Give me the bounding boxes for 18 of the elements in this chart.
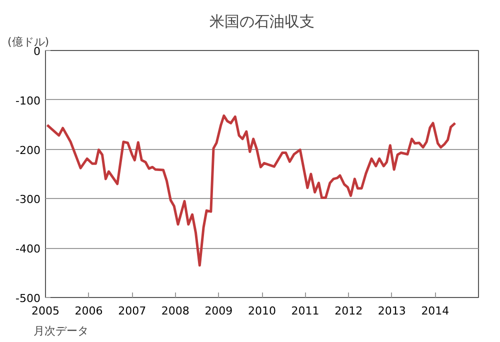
x-tick-label: 2009	[204, 304, 233, 318]
x-tick-label: 2007	[118, 304, 146, 318]
text: 月次データ	[34, 324, 88, 338]
x-tick-label: 2014	[421, 304, 450, 318]
x-tick-label: 2013	[378, 304, 406, 318]
y-tick-label: -300	[16, 193, 41, 206]
x-tick-label: 2012	[334, 304, 363, 318]
y-tick-label: -500	[16, 292, 41, 305]
chart-title: 米国の石油収支	[210, 12, 314, 30]
x-tick-label: 2005	[32, 304, 60, 318]
y-tick-label: -100	[16, 94, 41, 108]
x-tick-label: 2006	[74, 304, 103, 318]
y-tick-label: -400	[16, 242, 41, 256]
x-tick-label: 2011	[291, 304, 320, 318]
y-tick-label: -200	[16, 144, 41, 157]
x-tick-label: 2010	[248, 304, 276, 318]
line-series	[46, 114, 456, 267]
x-tick-label: 2008	[161, 304, 190, 318]
